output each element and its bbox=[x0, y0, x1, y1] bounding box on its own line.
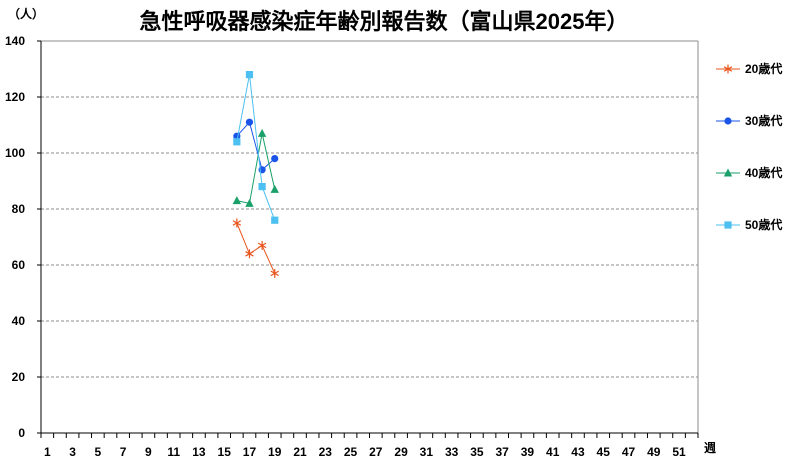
chart-title: 急性呼吸器感染症年齢別報告数（富山県2025年） bbox=[140, 9, 629, 34]
series-4 bbox=[233, 71, 279, 224]
x-tick-label: 45 bbox=[597, 445, 611, 459]
data-point bbox=[245, 71, 254, 79]
plot-area bbox=[232, 71, 279, 278]
data-point bbox=[257, 240, 267, 250]
data-point bbox=[271, 155, 279, 163]
x-tick-label: 19 bbox=[268, 445, 282, 459]
y-tick-label: 40 bbox=[12, 314, 26, 328]
legend-item: 20歳代 bbox=[716, 61, 782, 76]
data-point bbox=[271, 216, 279, 224]
series-3 bbox=[232, 128, 279, 207]
legend-label: 30歳代 bbox=[745, 113, 782, 128]
series-line bbox=[236, 222, 276, 274]
x-tick-label: 49 bbox=[647, 445, 661, 459]
x-tick-label: 27 bbox=[369, 445, 383, 459]
x-tick-label: 39 bbox=[521, 445, 535, 459]
grid-lines bbox=[41, 40, 699, 433]
x-tick-label: 3 bbox=[69, 445, 76, 459]
y-axis-unit-label: （人） bbox=[8, 6, 44, 21]
data-point bbox=[232, 196, 242, 205]
y-tick-label: 120 bbox=[5, 90, 25, 104]
y-tick-label: 80 bbox=[12, 202, 26, 216]
legend-label: 20歳代 bbox=[745, 61, 782, 76]
data-point bbox=[233, 138, 241, 146]
y-tick-label: 0 bbox=[18, 426, 25, 440]
data-point bbox=[724, 221, 732, 229]
x-axis-unit-label: 週 bbox=[704, 440, 716, 455]
series-line bbox=[236, 74, 276, 221]
series-line bbox=[236, 133, 276, 205]
data-point bbox=[723, 64, 733, 74]
x-tick-label: 11 bbox=[167, 445, 180, 459]
x-tick-labels: 1 3 5 7 9 11 13 15 17 19 21 23 25 27 29 31 33 35 37 39 41 43 4… bbox=[44, 445, 686, 459]
y-tick-label: 140 bbox=[5, 34, 25, 48]
x-tick-label: 5 bbox=[95, 445, 102, 459]
x-tick-label: 41 bbox=[546, 445, 560, 459]
x-tick-label: 15 bbox=[218, 445, 232, 459]
data-point bbox=[245, 198, 254, 207]
y-tick-label: 60 bbox=[12, 258, 26, 272]
x-tick-label: 47 bbox=[622, 445, 636, 459]
x-tick-label: 51 bbox=[672, 445, 686, 459]
legend-item: 30歳代 bbox=[716, 113, 782, 128]
x-tick-label: 33 bbox=[445, 445, 459, 459]
data-point bbox=[723, 168, 733, 177]
x-tick-label: 43 bbox=[571, 445, 585, 459]
x-tick-label: 25 bbox=[344, 445, 358, 459]
y-tick-label: 100 bbox=[5, 146, 25, 160]
legend-label: 40歳代 bbox=[745, 165, 782, 180]
x-tick-label: 31 bbox=[420, 445, 434, 459]
x-tick-label: 29 bbox=[394, 445, 408, 459]
series-1 bbox=[232, 218, 279, 278]
data-point bbox=[270, 268, 279, 278]
data-point bbox=[258, 183, 266, 191]
y-tick-label: 20 bbox=[12, 370, 26, 384]
x-tick-label: 1 bbox=[44, 445, 51, 459]
data-point bbox=[245, 249, 254, 259]
x-tick-label: 35 bbox=[470, 445, 484, 459]
axes bbox=[37, 40, 699, 438]
x-tick-label: 21 bbox=[293, 445, 307, 459]
legend-item: 50歳代 bbox=[716, 217, 782, 232]
data-point bbox=[245, 118, 254, 126]
data-point bbox=[232, 218, 242, 228]
x-tick-label: 37 bbox=[495, 445, 509, 459]
x-tick-label: 13 bbox=[192, 445, 206, 459]
data-point bbox=[257, 128, 267, 137]
legend-label: 50歳代 bbox=[745, 217, 782, 232]
x-tick-label: 9 bbox=[145, 445, 152, 459]
y-tick-labels: 0 20 40 60 80 100 120 140 bbox=[5, 34, 25, 440]
x-tick-label: 23 bbox=[319, 445, 333, 459]
x-tick-label: 7 bbox=[120, 445, 127, 459]
data-point bbox=[724, 117, 732, 125]
data-point bbox=[270, 184, 279, 193]
legend: 20歳代 30歳代 40歳代 50歳代 bbox=[716, 61, 782, 232]
series-line bbox=[236, 121, 276, 171]
x-tick-label: 17 bbox=[243, 445, 257, 459]
legend-item: 40歳代 bbox=[716, 165, 782, 180]
